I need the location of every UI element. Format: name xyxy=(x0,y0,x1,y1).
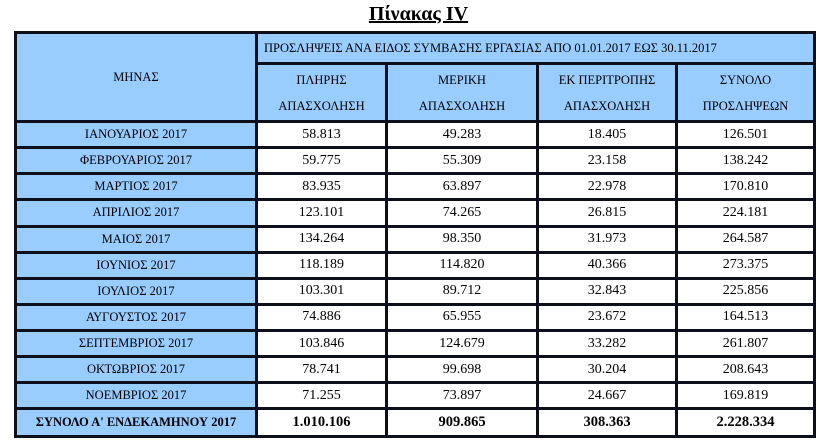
value-cell: 208.643 xyxy=(678,358,813,382)
table-row: ΟΚΤΩΒΡΙΟΣ 2017 78.741 99.698 30.204 208.643 xyxy=(17,358,813,382)
table-row: ΑΠΡΙΛΙΟΣ 2017 123.101 74.265 26.815 224.181 xyxy=(17,201,813,225)
value-cell: 264.587 xyxy=(678,227,813,251)
value-cell: 138.242 xyxy=(678,149,813,173)
value-cell: 33.282 xyxy=(539,332,675,356)
value-cell: 114.820 xyxy=(388,253,536,277)
column-header: ΣΥΝΟΛΟ ΠΡΟΣΛΗΨΕΩΝ xyxy=(678,65,813,120)
value-cell: 22.978 xyxy=(539,175,675,199)
value-cell: 224.181 xyxy=(678,201,813,225)
value-cell: 308.363 xyxy=(539,410,675,435)
value-cell: 98.350 xyxy=(388,227,536,251)
value-cell: 58.813 xyxy=(258,123,385,147)
value-cell: 71.255 xyxy=(258,384,385,408)
table-row: ΦΕΒΡΟΥΑΡΙΟΣ 2017 59.775 55.309 23.158 138.24… xyxy=(17,149,813,173)
value-cell: 23.672 xyxy=(539,305,675,329)
group-header: ΠΡΟΣΛΗΨΕΙΣ ΑΝΑ ΕΙΔΟΣ ΣΥΜΒΑΣΗΣ ΕΡΓΑΣΙΑΣ Α… xyxy=(258,34,813,62)
month-cell: ΝΟΕΜΒΡΙΟΣ 2017 xyxy=(17,384,255,408)
month-cell: ΑΠΡΙΛΙΟΣ 2017 xyxy=(17,201,255,225)
column-header-line: ΜΕΡΙΚΗ xyxy=(438,72,486,87)
value-cell: 55.309 xyxy=(388,149,536,173)
column-header: ΜΕΡΙΚΗ ΑΠΑΣΧΟΛΗΣΗ xyxy=(388,65,536,120)
month-cell: ΜΑΙΟΣ 2017 xyxy=(17,227,255,251)
column-header-line: ΕΚ ΠΕΡΙΤΡΟΠΗΣ xyxy=(558,72,656,87)
total-row: ΣΥΝΟΛΟ Α' ΕΝΔΕΚΑΜΗΝΟΥ 2017 1.010.106 909.8… xyxy=(17,410,813,435)
value-cell: 273.375 xyxy=(678,253,813,277)
column-header-line: ΠΡΟΣΛΗΨΕΩΝ xyxy=(702,98,789,113)
value-cell: 124.679 xyxy=(388,332,536,356)
month-cell: ΟΚΤΩΒΡΙΟΣ 2017 xyxy=(17,358,255,382)
value-cell: 261.807 xyxy=(678,332,813,356)
value-cell: 31.973 xyxy=(539,227,675,251)
value-cell: 2.228.334 xyxy=(678,410,813,435)
value-cell: 118.189 xyxy=(258,253,385,277)
value-cell: 18.405 xyxy=(539,123,675,147)
value-cell: 225.856 xyxy=(678,279,813,303)
value-cell: 123.101 xyxy=(258,201,385,225)
month-cell: ΙΑΝΟΥΑΡΙΟΣ 2017 xyxy=(17,123,255,147)
column-header: ΕΚ ΠΕΡΙΤΡΟΠΗΣ ΑΠΑΣΧΟΛΗΣΗ xyxy=(539,65,675,120)
value-cell: 59.775 xyxy=(258,149,385,173)
month-header: ΜΗΝΑΣ xyxy=(17,34,255,120)
table-row: ΣΕΠΤΕΜΒΡΙΟΣ 2017 103.846 124.679 33.282 261.… xyxy=(17,332,813,356)
value-cell: 909.865 xyxy=(388,410,536,435)
month-cell: ΙΟΥΛΙΟΣ 2017 xyxy=(17,279,255,303)
value-cell: 103.301 xyxy=(258,279,385,303)
value-cell: 126.501 xyxy=(678,123,813,147)
month-cell: ΑΥΓΟΥΣΤΟΣ 2017 xyxy=(17,305,255,329)
table-title: Πίνακας IV xyxy=(368,3,469,25)
value-cell: 26.815 xyxy=(539,201,675,225)
header-row-2: ΠΛΗΡΗΣ ΑΠΑΣΧΟΛΗΣΗ ΜΕΡΙΚΗ ΑΠΑΣΧΟΛΗΣΗ ΕΚ ΠΕΡ… xyxy=(17,65,813,120)
value-cell: 1.010.106 xyxy=(258,410,385,435)
column-header: ΠΛΗΡΗΣ ΑΠΑΣΧΟΛΗΣΗ xyxy=(258,65,385,120)
month-cell: ΜΑΡΤΙΟΣ 2017 xyxy=(17,175,255,199)
value-cell: 83.935 xyxy=(258,175,385,199)
column-header-line: ΑΠΑΣΧΟΛΗΣΗ xyxy=(278,98,365,113)
month-cell: ΦΕΒΡΟΥΑΡΙΟΣ 2017 xyxy=(17,149,255,173)
table-row: ΜΑΡΤΙΟΣ 2017 83.935 63.897 22.978 170.810 xyxy=(17,175,813,199)
hiring-table: ΜΗΝΑΣ ΠΡΟΣΛΗΨΕΙΣ ΑΝΑ ΕΙΔΟΣ ΣΥΜΒΑΣΗΣ ΕΡΓΑ… xyxy=(14,31,816,438)
table-row: ΙΑΝΟΥΑΡΙΟΣ 2017 58.813 49.283 18.405 126.501 xyxy=(17,123,813,147)
value-cell: 89.712 xyxy=(388,279,536,303)
value-cell: 24.667 xyxy=(539,384,675,408)
month-cell: ΙΟΥΝΙΟΣ 2017 xyxy=(17,253,255,277)
value-cell: 73.897 xyxy=(388,384,536,408)
value-cell: 74.886 xyxy=(258,305,385,329)
column-header-line: ΠΛΗΡΗΣ xyxy=(296,72,347,87)
value-cell: 65.955 xyxy=(388,305,536,329)
column-header-line: ΣΥΝΟΛΟ xyxy=(719,72,772,87)
value-cell: 99.698 xyxy=(388,358,536,382)
value-cell: 63.897 xyxy=(388,175,536,199)
table-row: ΝΟΕΜΒΡΙΟΣ 2017 71.255 73.897 24.667 169.819 xyxy=(17,384,813,408)
header-row-1: ΜΗΝΑΣ ΠΡΟΣΛΗΨΕΙΣ ΑΝΑ ΕΙΔΟΣ ΣΥΜΒΑΣΗΣ ΕΡΓΑ… xyxy=(17,34,813,120)
value-cell: 30.204 xyxy=(539,358,675,382)
value-cell: 134.264 xyxy=(258,227,385,251)
value-cell: 40.366 xyxy=(539,253,675,277)
value-cell: 78.741 xyxy=(258,358,385,382)
value-cell: 164.513 xyxy=(678,305,813,329)
value-cell: 169.819 xyxy=(678,384,813,408)
value-cell: 23.158 xyxy=(539,149,675,173)
table-row: ΜΑΙΟΣ 2017 134.264 98.350 31.973 264.587 xyxy=(17,227,813,251)
value-cell: 103.846 xyxy=(258,332,385,356)
column-header-line: ΑΠΑΣΧΟΛΗΣΗ xyxy=(418,98,506,113)
value-cell: 170.810 xyxy=(678,175,813,199)
table-row: ΙΟΥΛΙΟΣ 2017 103.301 89.712 32.843 225.856 xyxy=(17,279,813,303)
value-cell: 32.843 xyxy=(539,279,675,303)
table-row: ΑΥΓΟΥΣΤΟΣ 2017 74.886 65.955 23.672 164.513 xyxy=(17,305,813,329)
value-cell: 49.283 xyxy=(388,123,536,147)
table-row: ΙΟΥΝΙΟΣ 2017 118.189 114.820 40.366 273.375 xyxy=(17,253,813,277)
value-cell: 74.265 xyxy=(388,201,536,225)
month-cell: ΣΥΝΟΛΟ Α' ΕΝΔΕΚΑΜΗΝΟΥ 2017 xyxy=(17,410,255,435)
column-header-line: ΑΠΑΣΧΟΛΗΣΗ xyxy=(563,98,651,113)
month-cell: ΣΕΠΤΕΜΒΡΙΟΣ 2017 xyxy=(17,332,255,356)
